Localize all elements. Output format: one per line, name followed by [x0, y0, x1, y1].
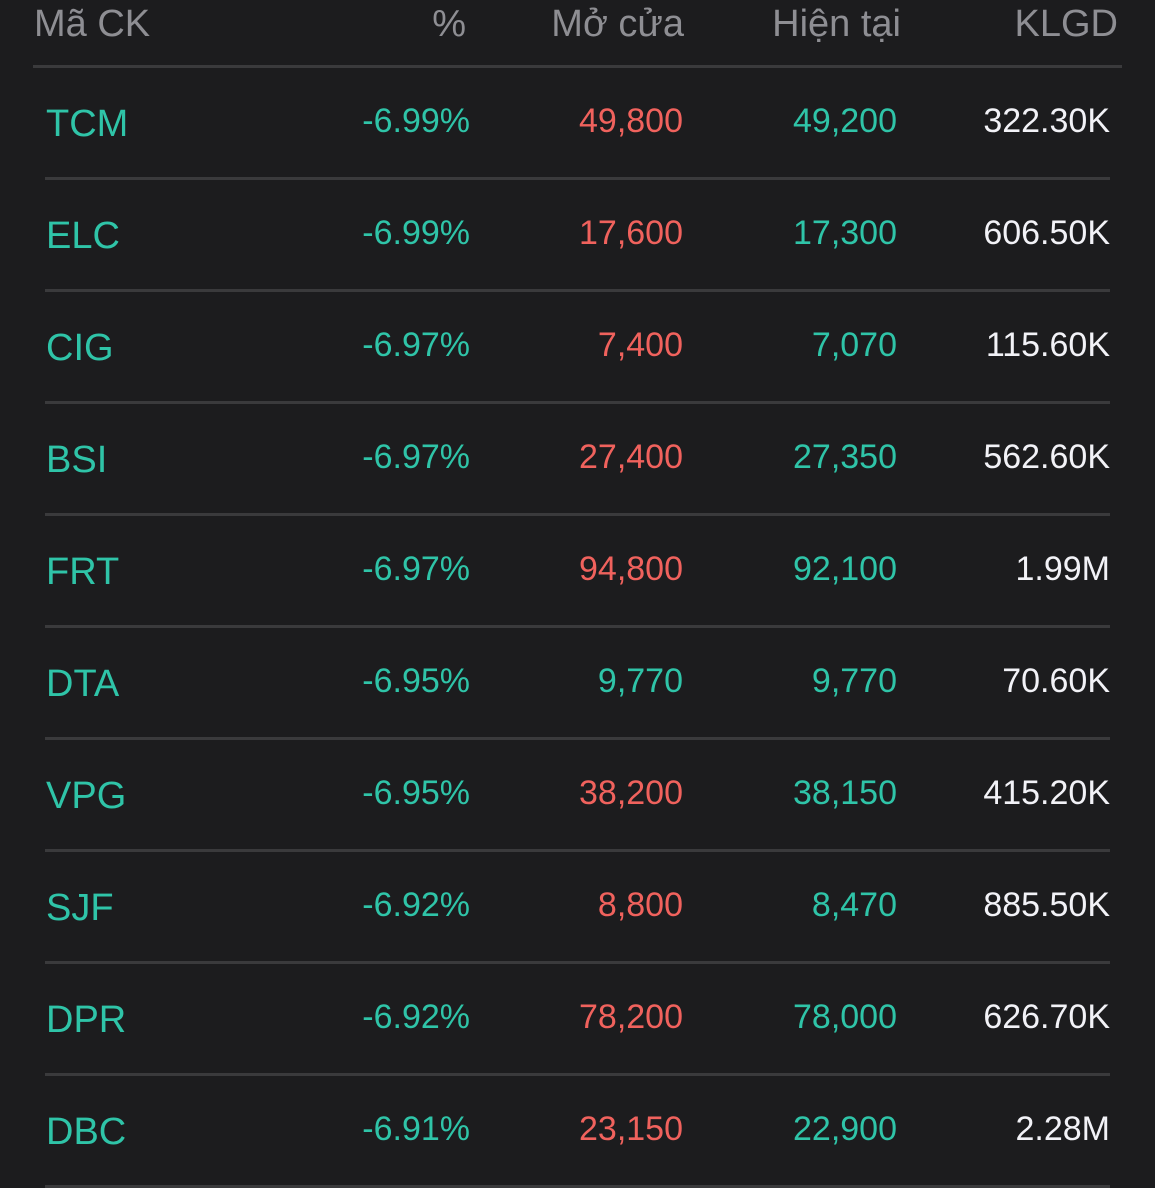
open-price: 9,770	[597, 662, 683, 700]
current-price: 49,200	[793, 102, 897, 140]
column-header-volume[interactable]: KLGD	[1014, 3, 1118, 45]
trading-volume: 626.70K	[983, 998, 1110, 1036]
open-price: 49,800	[579, 102, 683, 140]
column-header-open[interactable]: Mở cửa	[551, 3, 684, 45]
table-row[interactable]: TCM -6.99% 49,800 49,200 322.30K	[45, 68, 1110, 180]
trading-volume: 415.20K	[983, 774, 1110, 812]
percent-change: -6.97%	[362, 550, 470, 588]
stock-symbol: FRT	[46, 551, 120, 593]
current-price: 8,470	[811, 886, 897, 924]
stock-symbol: SJF	[46, 887, 114, 929]
open-price: 17,600	[579, 214, 683, 252]
table-row[interactable]: DTA -6.95% 9,770 9,770 70.60K	[45, 628, 1110, 740]
stock-list: TCM -6.99% 49,800 49,200 322.30K ELC -6.…	[0, 68, 1155, 1188]
current-price: 7,070	[811, 326, 897, 364]
percent-change: -6.91%	[362, 1110, 470, 1148]
stock-symbol: VPG	[46, 775, 127, 817]
percent-change: -6.97%	[362, 326, 470, 364]
column-header-current[interactable]: Hiện tại	[772, 3, 901, 45]
percent-change: -6.95%	[362, 662, 470, 700]
current-price: 92,100	[793, 550, 897, 588]
open-price: 78,200	[579, 998, 683, 1036]
table-row[interactable]: FRT -6.97% 94,800 92,100 1.99M	[45, 516, 1110, 628]
open-price: 94,800	[579, 550, 683, 588]
percent-change: -6.92%	[362, 886, 470, 924]
open-price: 23,150	[579, 1110, 683, 1148]
percent-change: -6.95%	[362, 774, 470, 812]
trading-volume: 115.60K	[985, 326, 1110, 364]
table-header: Mã CK % Mở cửa Hiện tại KLGD	[0, 0, 1155, 66]
current-price: 17,300	[793, 214, 897, 252]
stock-symbol: DTA	[46, 663, 120, 705]
stock-symbol: CIG	[46, 327, 114, 369]
stock-symbol: ELC	[46, 215, 120, 257]
table-row[interactable]: ELC -6.99% 17,600 17,300 606.50K	[45, 180, 1110, 292]
percent-change: -6.99%	[362, 102, 470, 140]
open-price: 38,200	[579, 774, 683, 812]
current-price: 78,000	[793, 998, 897, 1036]
trading-volume: 322.30K	[983, 102, 1110, 140]
table-row[interactable]: SJF -6.92% 8,800 8,470 885.50K	[45, 852, 1110, 964]
trading-volume: 606.50K	[983, 214, 1110, 252]
percent-change: -6.92%	[362, 998, 470, 1036]
percent-change: -6.97%	[362, 438, 470, 476]
open-price: 8,800	[597, 886, 683, 924]
percent-change: -6.99%	[362, 214, 470, 252]
open-price: 27,400	[579, 438, 683, 476]
current-price: 27,350	[793, 438, 897, 476]
trading-volume: 2.28M	[1015, 1110, 1111, 1148]
table-row[interactable]: VPG -6.95% 38,200 38,150 415.20K	[45, 740, 1110, 852]
trading-volume: 885.50K	[983, 886, 1110, 924]
table-row[interactable]: DBC -6.91% 23,150 22,900 2.28M	[45, 1076, 1110, 1188]
current-price: 22,900	[793, 1110, 897, 1148]
table-row[interactable]: DPR -6.92% 78,200 78,000 626.70K	[45, 964, 1110, 1076]
trading-volume: 70.60K	[1002, 662, 1110, 700]
stock-symbol: DPR	[46, 999, 127, 1041]
trading-volume: 562.60K	[983, 438, 1110, 476]
stock-symbol: BSI	[46, 439, 108, 481]
current-price: 9,770	[811, 662, 897, 700]
stock-symbol: TCM	[46, 103, 129, 145]
header-divider	[33, 65, 1122, 68]
table-row[interactable]: CIG -6.97% 7,400 7,070 115.60K	[45, 292, 1110, 404]
column-header-percent[interactable]: %	[432, 3, 466, 45]
table-row[interactable]: BSI -6.97% 27,400 27,350 562.60K	[45, 404, 1110, 516]
trading-volume: 1.99M	[1015, 550, 1111, 588]
current-price: 38,150	[793, 774, 897, 812]
open-price: 7,400	[597, 326, 683, 364]
column-header-symbol[interactable]: Mã CK	[34, 3, 151, 45]
stock-symbol: DBC	[46, 1111, 127, 1153]
